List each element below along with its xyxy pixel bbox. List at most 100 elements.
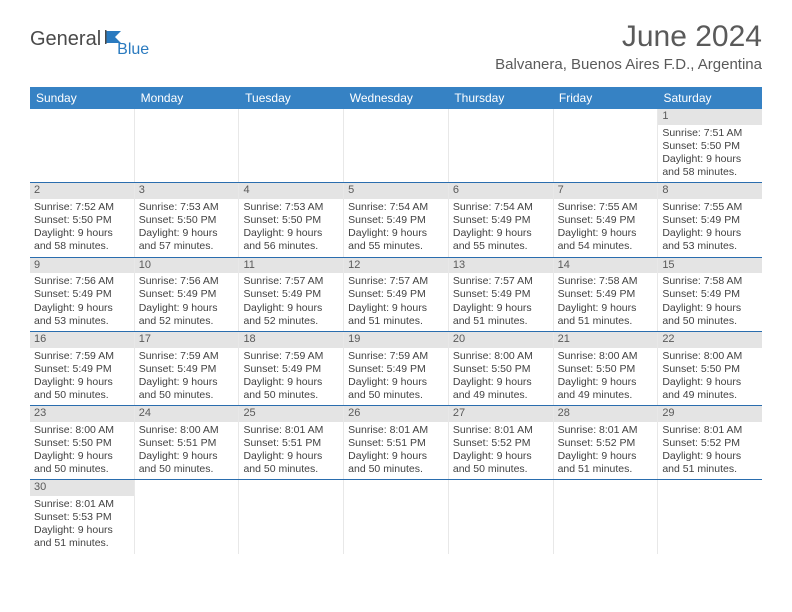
day-header: Tuesday: [239, 87, 344, 109]
day-number: [658, 480, 762, 496]
cell-body: Sunrise: 7:56 AMSunset: 5:49 PMDaylight:…: [135, 273, 239, 331]
cell-body: Sunrise: 7:52 AMSunset: 5:50 PMDaylight:…: [30, 199, 134, 257]
cell-body: Sunrise: 8:00 AMSunset: 5:50 PMDaylight:…: [658, 348, 762, 406]
sunrise-text: Sunrise: 8:00 AM: [34, 424, 130, 437]
sunset-text: Sunset: 5:49 PM: [243, 363, 339, 376]
sunset-text: Sunset: 5:49 PM: [348, 363, 444, 376]
day-number: [239, 480, 343, 496]
calendar-cell-empty: [239, 109, 344, 182]
daylight-text: Daylight: 9 hours and 50 minutes.: [348, 376, 444, 402]
daylight-text: Daylight: 9 hours and 49 minutes.: [558, 376, 654, 402]
daylight-text: Daylight: 9 hours and 50 minutes.: [662, 302, 758, 328]
sunset-text: Sunset: 5:51 PM: [348, 437, 444, 450]
sunset-text: Sunset: 5:50 PM: [453, 363, 549, 376]
cell-body: Sunrise: 7:55 AMSunset: 5:49 PMDaylight:…: [554, 199, 658, 257]
daylight-text: Daylight: 9 hours and 50 minutes.: [453, 450, 549, 476]
sunrise-text: Sunrise: 7:54 AM: [348, 201, 444, 214]
day-number: [135, 109, 239, 125]
calendar-cell: 27Sunrise: 8:01 AMSunset: 5:52 PMDayligh…: [449, 406, 554, 479]
sunset-text: Sunset: 5:49 PM: [243, 288, 339, 301]
calendar-cell: 15Sunrise: 7:58 AMSunset: 5:49 PMDayligh…: [658, 258, 762, 331]
daylight-text: Daylight: 9 hours and 55 minutes.: [348, 227, 444, 253]
cell-body: Sunrise: 8:00 AMSunset: 5:50 PMDaylight:…: [554, 348, 658, 406]
day-number: 7: [554, 183, 658, 199]
day-number: 16: [30, 332, 134, 348]
cell-body: Sunrise: 7:57 AMSunset: 5:49 PMDaylight:…: [344, 273, 448, 331]
calendar-cell: 30Sunrise: 8:01 AMSunset: 5:53 PMDayligh…: [30, 480, 135, 553]
daylight-text: Daylight: 9 hours and 50 minutes.: [139, 376, 235, 402]
calendar-table: Sunday Monday Tuesday Wednesday Thursday…: [30, 87, 762, 554]
calendar-cell: 16Sunrise: 7:59 AMSunset: 5:49 PMDayligh…: [30, 332, 135, 405]
sunrise-text: Sunrise: 8:00 AM: [662, 350, 758, 363]
daylight-text: Daylight: 9 hours and 50 minutes.: [34, 376, 130, 402]
calendar-cell: 22Sunrise: 8:00 AMSunset: 5:50 PMDayligh…: [658, 332, 762, 405]
daylight-text: Daylight: 9 hours and 49 minutes.: [453, 376, 549, 402]
day-header: Friday: [553, 87, 658, 109]
cell-body: Sunrise: 7:56 AMSunset: 5:49 PMDaylight:…: [30, 273, 134, 331]
calendar-cell: 5Sunrise: 7:54 AMSunset: 5:49 PMDaylight…: [344, 183, 449, 256]
sunrise-text: Sunrise: 7:52 AM: [34, 201, 130, 214]
page-header: General Blue June 2024 Balvanera, Buenos…: [0, 0, 792, 81]
cell-body: Sunrise: 7:57 AMSunset: 5:49 PMDaylight:…: [239, 273, 343, 331]
day-number: [554, 109, 658, 125]
calendar-cell-empty: [30, 109, 135, 182]
month-title: June 2024: [495, 20, 762, 54]
sunset-text: Sunset: 5:50 PM: [34, 437, 130, 450]
cell-body: Sunrise: 7:57 AMSunset: 5:49 PMDaylight:…: [449, 273, 553, 331]
day-number: 26: [344, 406, 448, 422]
cell-body: Sunrise: 7:53 AMSunset: 5:50 PMDaylight:…: [135, 199, 239, 257]
cell-body: Sunrise: 8:01 AMSunset: 5:52 PMDaylight:…: [449, 422, 553, 480]
sunrise-text: Sunrise: 8:01 AM: [558, 424, 654, 437]
calendar-cell: 6Sunrise: 7:54 AMSunset: 5:49 PMDaylight…: [449, 183, 554, 256]
calendar-row: 9Sunrise: 7:56 AMSunset: 5:49 PMDaylight…: [30, 258, 762, 332]
sunset-text: Sunset: 5:50 PM: [139, 214, 235, 227]
location-text: Balvanera, Buenos Aires F.D., Argentina: [495, 56, 762, 73]
sunrise-text: Sunrise: 7:53 AM: [139, 201, 235, 214]
sunrise-text: Sunrise: 7:57 AM: [453, 275, 549, 288]
day-header: Monday: [135, 87, 240, 109]
cell-body: Sunrise: 7:59 AMSunset: 5:49 PMDaylight:…: [135, 348, 239, 406]
sunset-text: Sunset: 5:49 PM: [139, 288, 235, 301]
day-number: [449, 109, 553, 125]
daylight-text: Daylight: 9 hours and 53 minutes.: [662, 227, 758, 253]
cell-body: Sunrise: 7:51 AMSunset: 5:50 PMDaylight:…: [658, 125, 762, 183]
sunset-text: Sunset: 5:49 PM: [558, 214, 654, 227]
calendar-cell-empty: [449, 480, 554, 553]
cell-body: Sunrise: 7:55 AMSunset: 5:49 PMDaylight:…: [658, 199, 762, 257]
sunset-text: Sunset: 5:49 PM: [348, 214, 444, 227]
day-number: [135, 480, 239, 496]
calendar-cell-empty: [239, 480, 344, 553]
cell-body: Sunrise: 7:59 AMSunset: 5:49 PMDaylight:…: [239, 348, 343, 406]
calendar-cell: 29Sunrise: 8:01 AMSunset: 5:52 PMDayligh…: [658, 406, 762, 479]
cell-body: Sunrise: 8:01 AMSunset: 5:52 PMDaylight:…: [658, 422, 762, 480]
day-number: [239, 109, 343, 125]
daylight-text: Daylight: 9 hours and 55 minutes.: [453, 227, 549, 253]
sunset-text: Sunset: 5:52 PM: [558, 437, 654, 450]
calendar-cell: 18Sunrise: 7:59 AMSunset: 5:49 PMDayligh…: [239, 332, 344, 405]
daylight-text: Daylight: 9 hours and 51 minutes.: [34, 524, 130, 550]
title-block: June 2024 Balvanera, Buenos Aires F.D., …: [495, 20, 762, 73]
calendar-cell: 25Sunrise: 8:01 AMSunset: 5:51 PMDayligh…: [239, 406, 344, 479]
calendar-row: 30Sunrise: 8:01 AMSunset: 5:53 PMDayligh…: [30, 480, 762, 553]
day-number: 3: [135, 183, 239, 199]
calendar-cell: 23 Sunrise: 8:00 AMSunset: 5:50 PMDayligh…: [30, 406, 135, 479]
day-number: 23: [30, 406, 134, 422]
day-number: 20: [449, 332, 553, 348]
day-header: Wednesday: [344, 87, 449, 109]
calendar-cell-empty: [449, 109, 554, 182]
day-header: Saturday: [657, 87, 762, 109]
calendar-cell-empty: [554, 109, 659, 182]
calendar-cell-empty: [135, 109, 240, 182]
sunset-text: Sunset: 5:51 PM: [139, 437, 235, 450]
brand-logo: General Blue: [30, 20, 161, 51]
daylight-text: Daylight: 9 hours and 50 minutes.: [34, 450, 130, 476]
sunset-text: Sunset: 5:51 PM: [243, 437, 339, 450]
day-number: 10: [135, 258, 239, 274]
sunrise-text: Sunrise: 7:55 AM: [662, 201, 758, 214]
daylight-text: Daylight: 9 hours and 51 minutes.: [348, 302, 444, 328]
calendar-cell: 19Sunrise: 7:59 AMSunset: 5:49 PMDayligh…: [344, 332, 449, 405]
sunset-text: Sunset: 5:49 PM: [558, 288, 654, 301]
sunrise-text: Sunrise: 7:55 AM: [558, 201, 654, 214]
day-number: [344, 109, 448, 125]
calendar-cell-empty: [554, 480, 659, 553]
